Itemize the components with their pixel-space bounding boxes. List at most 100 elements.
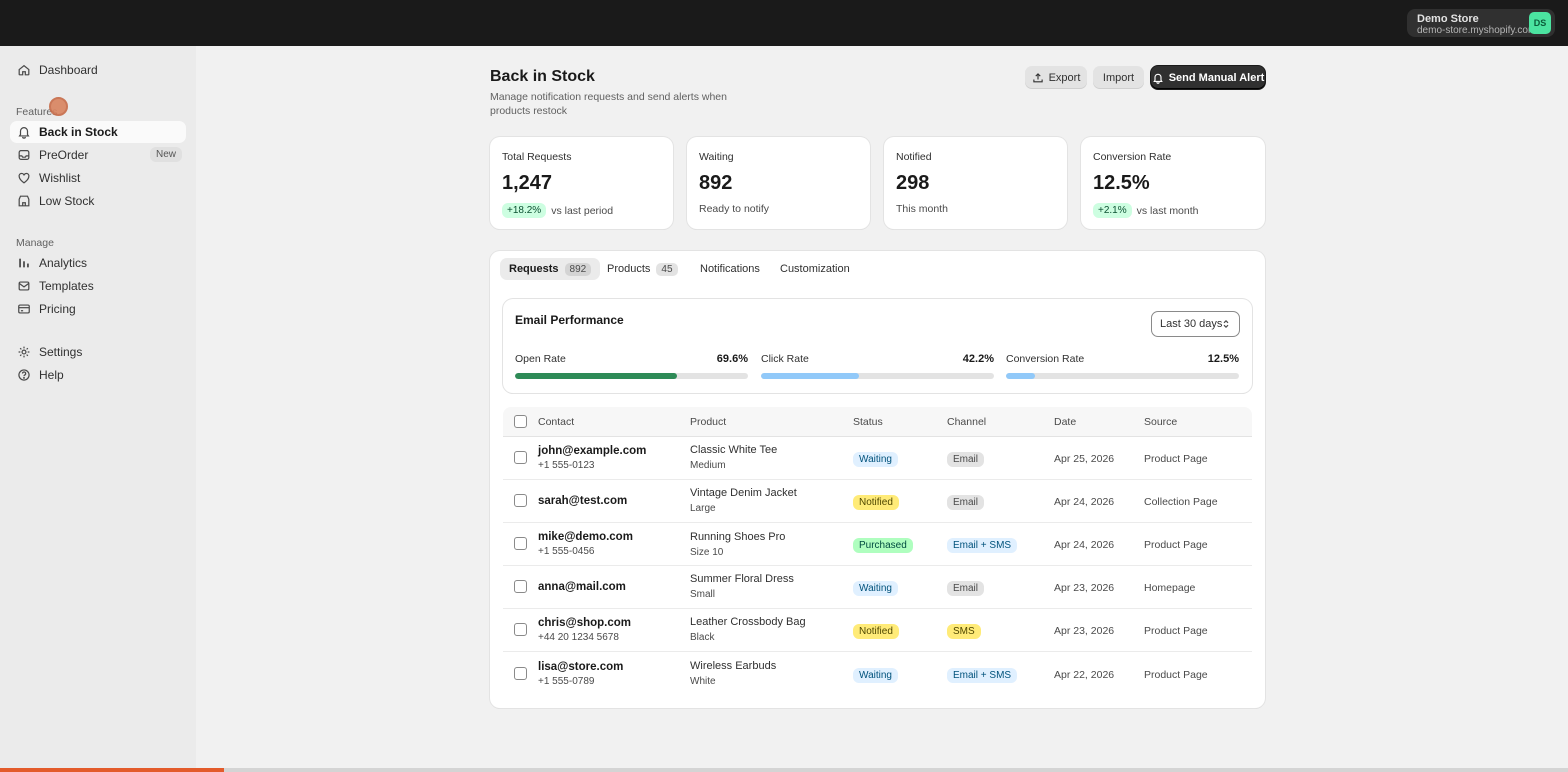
tab-label: Products: [607, 263, 651, 275]
status-badge: Notified: [853, 624, 899, 639]
sidebar-item-label: PreOrder: [39, 148, 89, 162]
tab-notifications[interactable]: Notifications: [691, 258, 769, 280]
contact-phone: +1 555-0123: [538, 460, 595, 471]
row-checkbox[interactable]: [514, 580, 527, 593]
tab-count: 45: [656, 262, 678, 276]
tab-customization[interactable]: Customization: [771, 258, 859, 280]
stat-footer: Ready to notify: [699, 203, 769, 215]
cursor-indicator: [49, 97, 68, 116]
column-header-product[interactable]: Product: [690, 416, 727, 428]
tab-requests[interactable]: Requests 892: [500, 258, 601, 280]
table-row[interactable]: lisa@store.com +1 555-0789 Wireless Earb…: [503, 652, 1252, 695]
store-name: Demo Store: [1417, 13, 1479, 25]
table-row[interactable]: anna@mail.com Summer Floral Dress Small …: [503, 566, 1252, 609]
email-performance-panel: Email Performance Last 30 days Open Rate…: [503, 299, 1252, 393]
status-badge: Purchased: [853, 538, 913, 553]
product-cell: Leather Crossbody Bag Black: [690, 616, 806, 643]
channel-badge: Email: [947, 581, 985, 596]
date-range-value: Last 30 days: [1160, 318, 1223, 330]
trend-badge: +18.2%: [502, 203, 547, 218]
contact-cell: chris@shop.com +44 20 1234 5678: [538, 617, 631, 643]
sidebar-item-help[interactable]: Help: [10, 364, 186, 386]
contact-phone: +44 20 1234 5678: [538, 632, 619, 643]
channel-badge: Email: [947, 495, 985, 510]
source-cell: Collection Page: [1144, 496, 1218, 508]
sidebar-item-preorder[interactable]: PreOrder New: [10, 144, 186, 166]
source-cell: Product Page: [1144, 539, 1208, 551]
sidebar-item-settings[interactable]: Settings: [10, 341, 186, 363]
column-header-source[interactable]: Source: [1144, 416, 1178, 428]
chevron-up-down-icon: [1223, 319, 1229, 329]
metric-bar-fill: [761, 373, 860, 379]
row-checkbox[interactable]: [514, 494, 527, 507]
stat-card-notified: Notified 298 This month: [884, 137, 1067, 229]
product-cell: Summer Floral Dress Small: [690, 573, 794, 600]
product-cell: Vintage Denim Jacket Large: [690, 487, 797, 514]
channel-badge: SMS: [947, 624, 981, 639]
contact-email: chris@shop.com: [538, 617, 632, 629]
source-cell: Product Page: [1144, 625, 1208, 637]
section-heading-features: Features: [16, 106, 58, 118]
sidebar-item-label: Wishlist: [39, 171, 81, 185]
column-header-contact[interactable]: Contact: [538, 416, 575, 428]
source-cell: Product Page: [1144, 669, 1208, 681]
bar-chart-icon: [19, 258, 29, 268]
sidebar-item-label: Pricing: [39, 302, 76, 316]
stat-footer: +2.1% vs last month: [1093, 203, 1199, 218]
column-header-date[interactable]: Date: [1054, 416, 1077, 428]
contact-cell: mike@demo.com +1 555-0456: [538, 531, 633, 557]
column-header-channel[interactable]: Channel: [947, 416, 987, 428]
table-row[interactable]: john@example.com +1 555-0123 Classic Whi…: [503, 437, 1252, 480]
stat-footer-text: vs last month: [1136, 204, 1199, 217]
contact-email: sarah@test.com: [538, 495, 628, 507]
tab-products[interactable]: Products 45: [598, 258, 687, 280]
metric-bar-fill: [1006, 373, 1036, 379]
export-button[interactable]: Export: [1025, 66, 1087, 89]
select-all-checkbox[interactable]: [514, 415, 527, 428]
date-cell: Apr 23, 2026: [1054, 582, 1115, 594]
sidebar-item-dashboard[interactable]: Dashboard: [10, 59, 186, 81]
sidebar-item-back-in-stock[interactable]: Back in Stock: [10, 121, 186, 143]
store-switcher[interactable]: Demo Store demo-store.myshopify.com DS: [1407, 9, 1555, 37]
product-variant: Size 10: [690, 547, 724, 558]
table-header: Contact Product Status Channel Date Sour…: [503, 407, 1252, 437]
table-row[interactable]: chris@shop.com +44 20 1234 5678 Leather …: [503, 609, 1252, 652]
column-header-status[interactable]: Status: [853, 416, 883, 428]
metric-click-rate: Click Rate 42.2%: [761, 353, 994, 379]
bell-icon: [18, 127, 30, 139]
status-badge: Waiting: [853, 668, 898, 683]
date-cell: Apr 24, 2026: [1054, 539, 1115, 551]
sidebar-item-analytics[interactable]: Analytics: [10, 252, 186, 274]
sidebar-item-low-stock[interactable]: Low Stock: [10, 190, 186, 212]
sidebar-item-templates[interactable]: Templates: [10, 275, 186, 297]
sidebar-item-wishlist[interactable]: Wishlist: [10, 167, 186, 189]
status-badge: Notified: [853, 495, 899, 510]
sidebar-item-pricing[interactable]: Pricing: [10, 298, 186, 320]
product-cell: Running Shoes Pro Size 10: [690, 531, 785, 558]
import-button[interactable]: Import: [1093, 66, 1144, 89]
status-badge: Waiting: [853, 581, 898, 596]
metric-bar-fill: [515, 373, 678, 379]
metric-bar-track: [761, 373, 994, 379]
date-range-select[interactable]: Last 30 days: [1151, 311, 1240, 337]
row-checkbox[interactable]: [514, 667, 527, 680]
contact-cell: anna@mail.com: [538, 581, 626, 593]
channel-badge: Email: [947, 452, 985, 467]
tab-count: 892: [564, 262, 592, 276]
tab-label: Requests: [509, 263, 559, 275]
table-row[interactable]: mike@demo.com +1 555-0456 Running Shoes …: [503, 523, 1252, 566]
stat-card-waiting: Waiting 892 Ready to notify: [687, 137, 870, 229]
row-checkbox[interactable]: [514, 623, 527, 636]
date-cell: Apr 25, 2026: [1054, 453, 1115, 465]
row-checkbox[interactable]: [514, 451, 527, 464]
contact-email: mike@demo.com: [538, 531, 633, 543]
store-avatar[interactable]: DS: [1529, 12, 1551, 34]
send-manual-alert-button[interactable]: Send Manual Alert: [1151, 66, 1265, 89]
stat-value: 1,247: [502, 172, 553, 194]
product-cell: Wireless Earbuds White: [690, 660, 776, 687]
product-variant: Black: [690, 632, 715, 643]
table-row[interactable]: sarah@test.com Vintage Denim Jacket Larg…: [503, 480, 1252, 523]
gear-icon: [18, 346, 30, 358]
panel-title: Email Performance: [515, 313, 624, 327]
row-checkbox[interactable]: [514, 537, 527, 550]
